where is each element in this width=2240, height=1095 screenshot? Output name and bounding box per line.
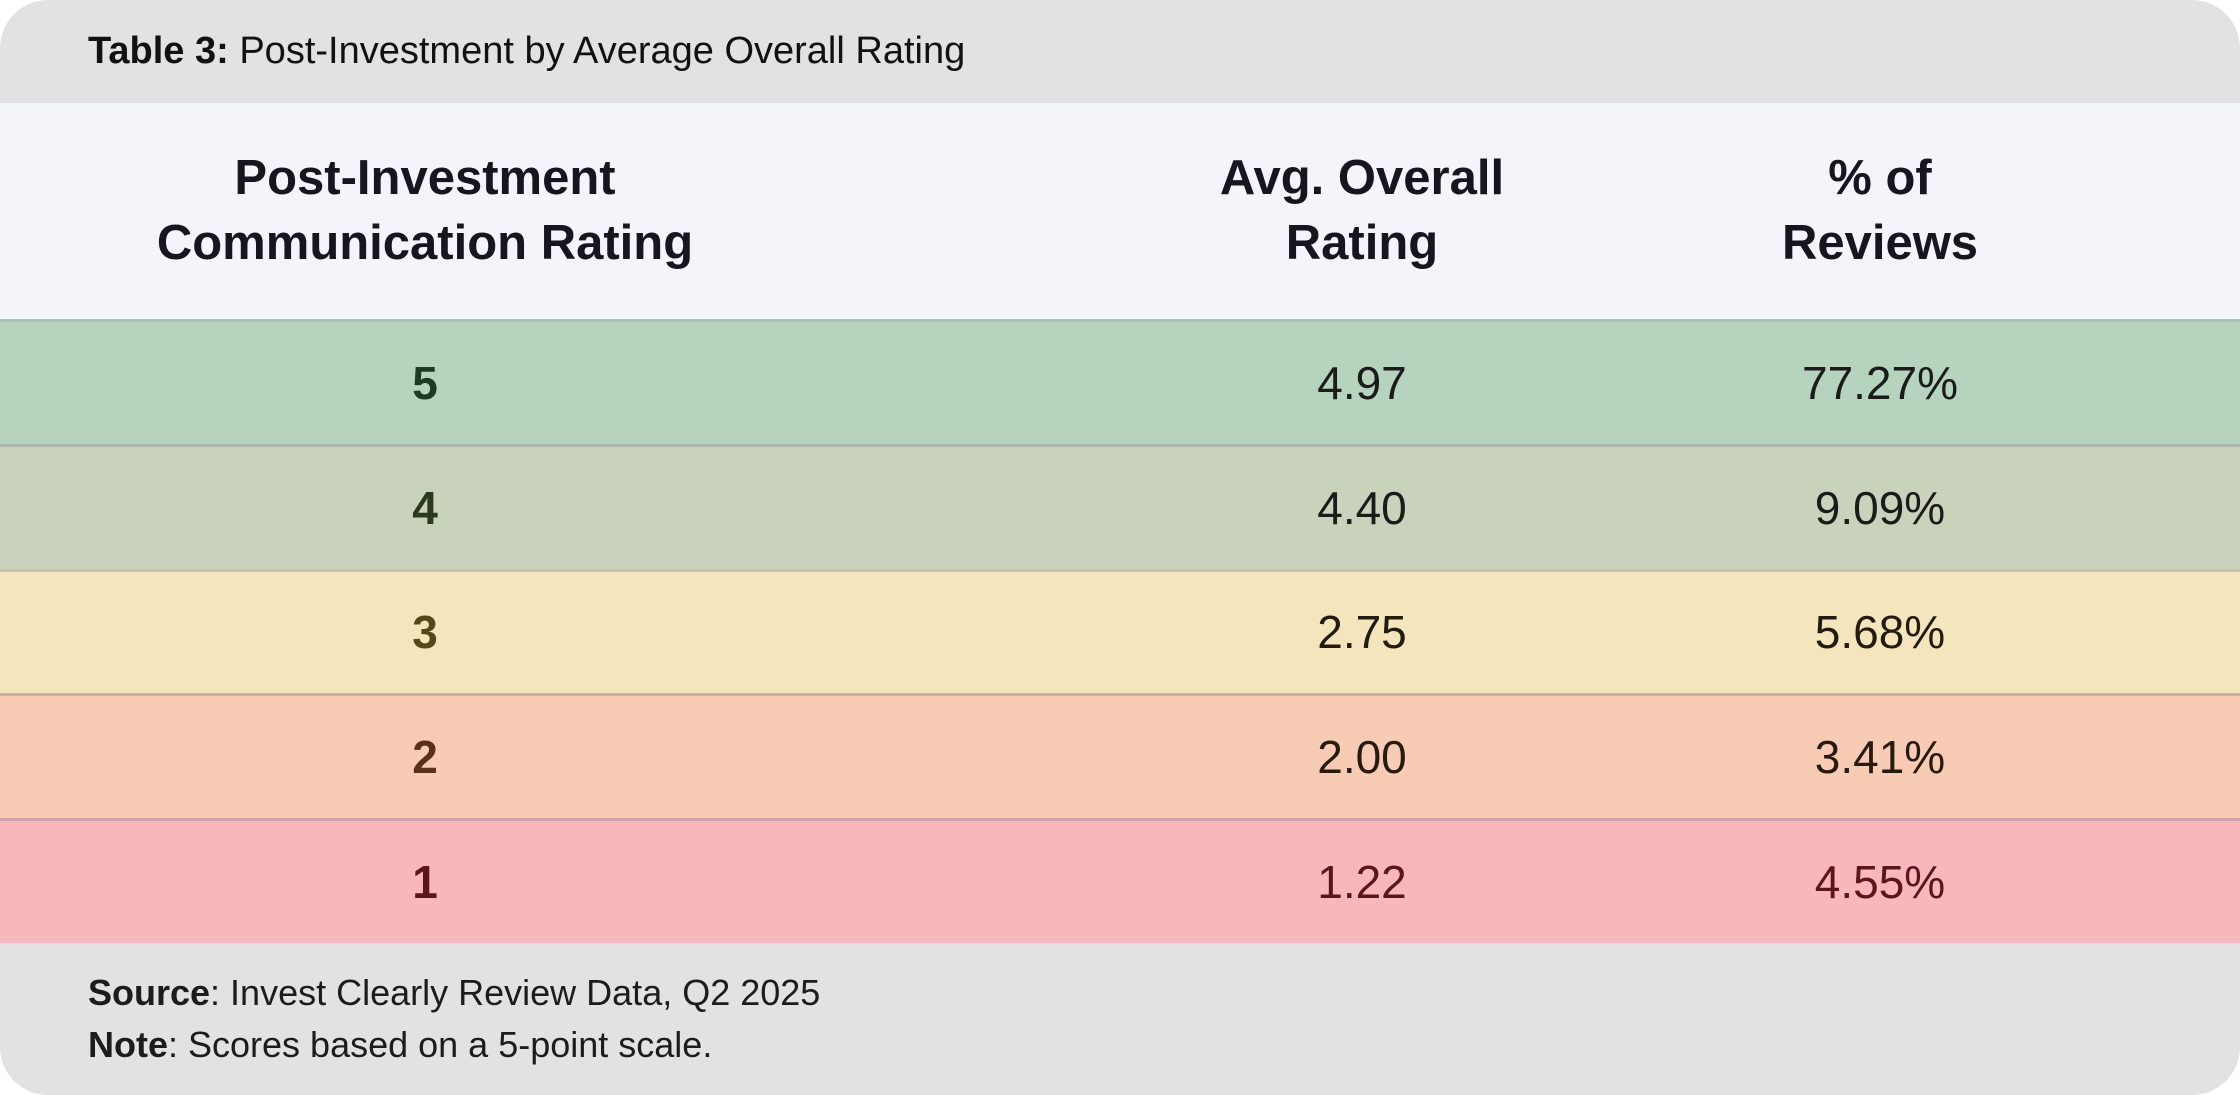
source-line: Source: Invest Clearly Review Data, Q2 2… [88, 967, 2152, 1019]
table-row: 4 4.40 9.09% [0, 443, 2240, 569]
column-header-pct-of-reviews: % of Reviews [1781, 151, 1979, 270]
avg-rating-cell: 2.00 [1317, 731, 1407, 784]
avg-rating-cell: 4.40 [1317, 481, 1407, 534]
avg-rating-cell: 2.75 [1317, 606, 1407, 659]
rating-cell: 3 [412, 606, 438, 659]
rating-cell: 2 [412, 731, 438, 784]
note-line: Note: Scores based on a 5-point scale. [88, 1019, 2152, 1071]
avg-rating-cell: 1.22 [1317, 856, 1407, 909]
table-header-row: Post-Investment Communication Rating Avg… [0, 103, 2240, 319]
pct-reviews-cell: 3.41% [1814, 731, 1946, 784]
table-title: Table 3: Post-Investment by Average Over… [88, 30, 965, 73]
table-row: 5 4.97 77.27% [0, 319, 2240, 444]
pct-reviews-cell: 9.09% [1814, 481, 1946, 534]
source-text: : Invest Clearly Review Data, Q2 2025 [210, 972, 821, 1013]
pct-reviews-cell: 77.27% [1801, 356, 1958, 409]
table-number-label: Table 3: [88, 30, 229, 72]
note-text: : Scores based on a 5-point scale. [168, 1024, 713, 1066]
pct-reviews-cell: 4.55% [1814, 856, 1946, 909]
avg-rating-cell: 4.97 [1317, 356, 1407, 409]
rating-cell: 1 [412, 856, 438, 909]
source-label: Source [88, 972, 211, 1013]
table-body: 5 4.97 77.27% 4 4.40 9.09% 3 2.75 5.68% … [0, 319, 2240, 943]
table-row: 2 2.00 3.41% [0, 693, 2240, 819]
pct-reviews-cell: 5.68% [1814, 606, 1946, 659]
table-title-text: Post-Investment by Average Overall Ratin… [228, 30, 966, 72]
table-footer: Source: Invest Clearly Review Data, Q2 2… [0, 943, 2240, 1095]
note-label: Note [88, 1024, 168, 1066]
column-header-avg-overall-rating: Avg. Overall Rating [1219, 151, 1505, 270]
column-header-communication-rating: Post-Investment Communication Rating [156, 151, 694, 270]
rating-cell: 5 [412, 356, 438, 409]
rating-cell: 4 [412, 481, 438, 534]
table-row: 3 2.75 5.68% [0, 568, 2240, 694]
table-title-bar: Table 3: Post-Investment by Average Over… [0, 0, 2240, 103]
table-row: 1 1.22 4.55% [0, 818, 2240, 943]
